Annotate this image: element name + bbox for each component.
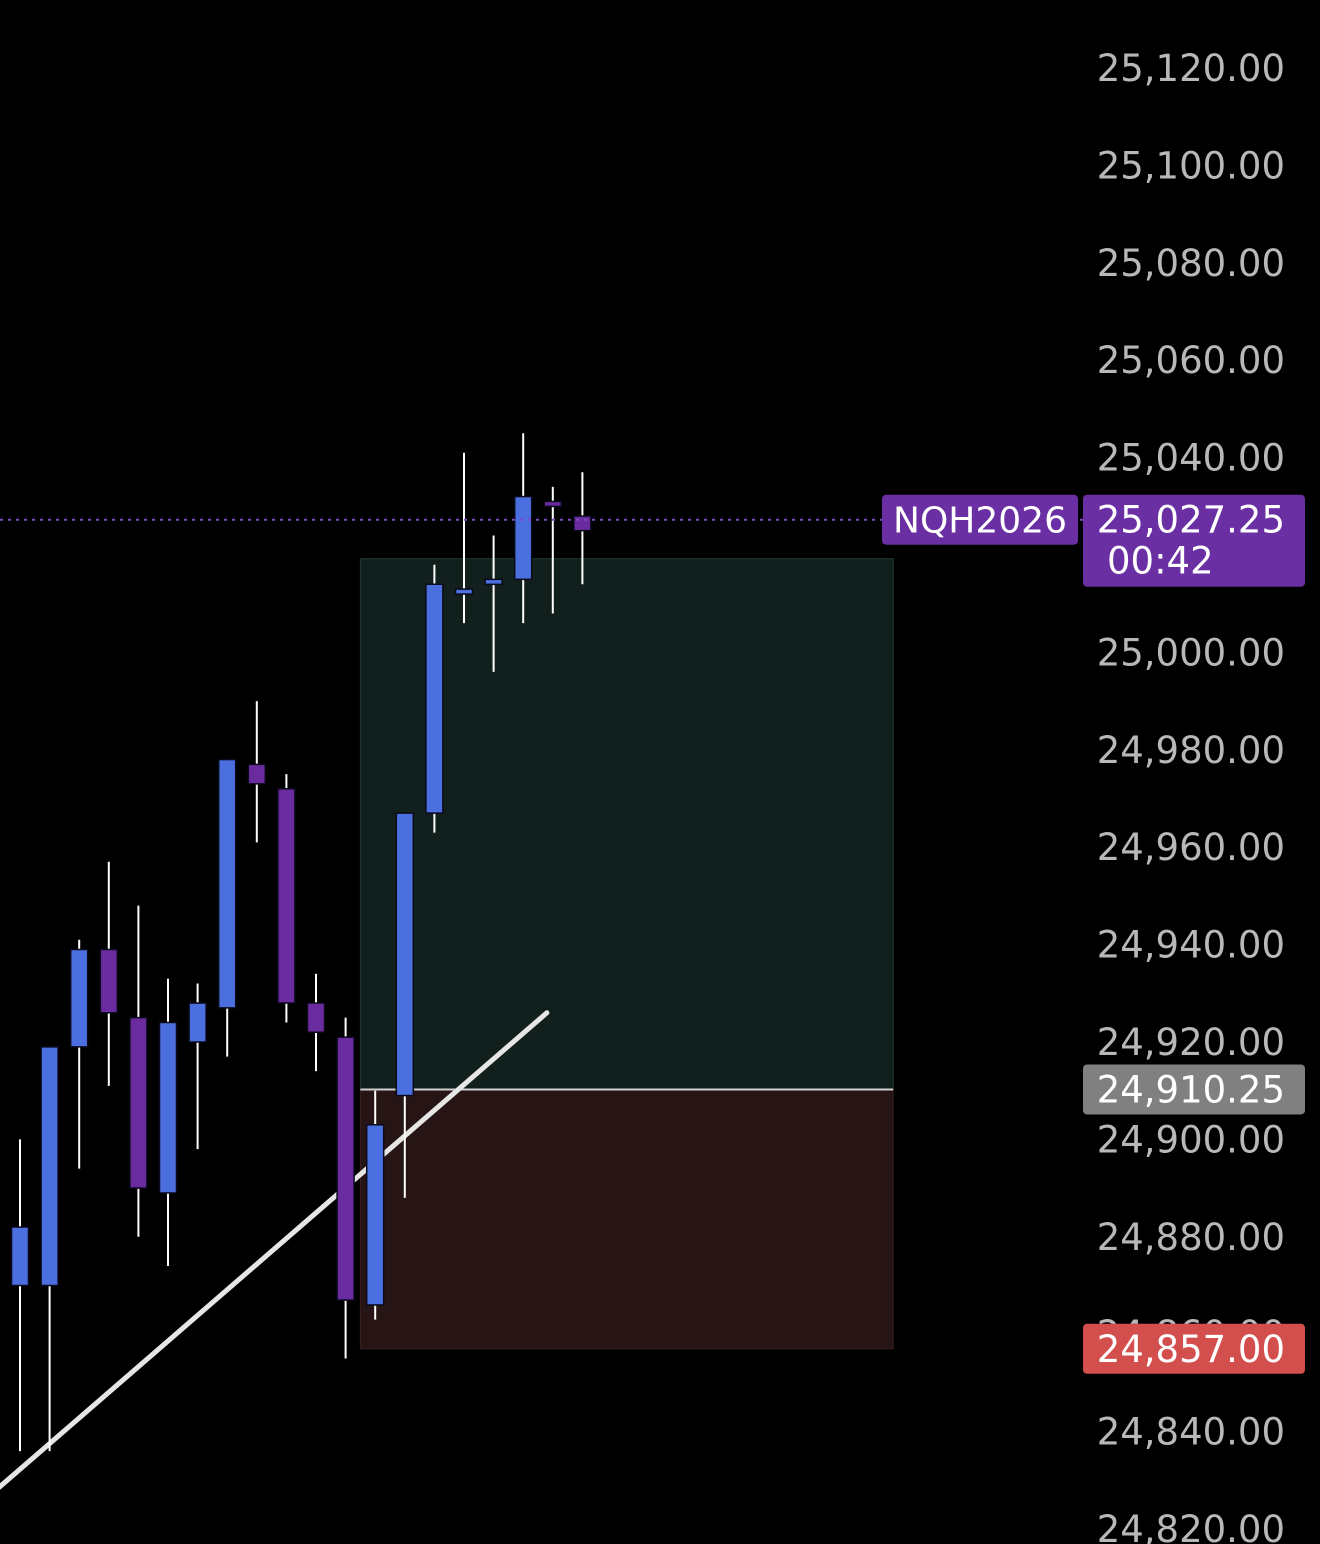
candle-body-down <box>129 1016 148 1189</box>
candle[interactable] <box>188 983 207 1150</box>
price-tick-label: 24,880.00 <box>1097 1216 1285 1259</box>
candle-body-up <box>40 1046 59 1287</box>
candle[interactable] <box>99 861 119 1086</box>
candle[interactable] <box>158 978 178 1267</box>
price-tick-label: 24,820.00 <box>1097 1508 1285 1544</box>
entry-price-label <box>1083 1064 1305 1115</box>
price-tick-label: 25,040.00 <box>1097 437 1285 480</box>
candle-body-down <box>247 763 267 785</box>
candle[interactable] <box>336 1017 355 1359</box>
price-tick-label: 25,060.00 <box>1097 339 1285 382</box>
price-tick-label: 24,960.00 <box>1097 826 1285 869</box>
price-labels: 25,019.2524,910.2524,857.0025,027.2500:4… <box>882 494 1305 1374</box>
candle-body-up <box>513 495 533 581</box>
position-zones[interactable] <box>359 558 894 1350</box>
price-tick-label: 24,920.00 <box>1097 1021 1285 1064</box>
candle[interactable] <box>69 939 89 1169</box>
price-tick-label: 24,980.00 <box>1097 729 1285 772</box>
candle[interactable] <box>40 1046 59 1452</box>
candle-body-up <box>365 1124 385 1306</box>
candle-body-down <box>306 1002 326 1034</box>
candle[interactable] <box>217 758 237 1057</box>
candle[interactable] <box>484 535 503 672</box>
price-tick-label: 25,100.00 <box>1097 144 1285 187</box>
stop-price-label <box>1083 1323 1305 1374</box>
trendline-layer[interactable] <box>0 1010 550 1495</box>
candle-body-up <box>10 1226 30 1287</box>
last-price-label <box>1083 494 1305 587</box>
loss-zone[interactable] <box>359 1088 894 1350</box>
candle-body-up <box>69 948 89 1048</box>
candle-body-down <box>99 948 119 1014</box>
stop-price-text: 24,857.00 <box>1097 1328 1285 1371</box>
price-tick-label: 25,000.00 <box>1097 631 1285 674</box>
price-tick-label: 25,080.00 <box>1097 242 1285 285</box>
candle[interactable] <box>129 905 148 1237</box>
price-tick-label: 24,900.00 <box>1097 1118 1285 1161</box>
candle[interactable] <box>365 1090 385 1320</box>
candle-body-up <box>158 1021 178 1194</box>
price-tick-label: 24,940.00 <box>1097 924 1285 967</box>
candle[interactable] <box>10 1139 30 1452</box>
trendline[interactable] <box>0 1010 550 1495</box>
candle[interactable] <box>543 486 563 614</box>
price-tick-label: 24,840.00 <box>1097 1411 1285 1454</box>
candle-body-up <box>188 1002 207 1043</box>
candle[interactable] <box>247 701 267 843</box>
candle[interactable] <box>513 433 533 624</box>
candle-body-down <box>336 1036 355 1301</box>
entry-price-text: 24,910.25 <box>1097 1068 1285 1111</box>
candle[interactable] <box>277 774 296 1023</box>
candle-body-up <box>395 812 415 1097</box>
symbol-tag-text: NQH2026 <box>893 501 1067 542</box>
candle-body-down <box>277 788 296 1004</box>
symbol-tag <box>882 494 1078 545</box>
candle[interactable] <box>395 812 415 1198</box>
candle-body-up <box>425 583 444 814</box>
countdown-text: 00:42 <box>1107 540 1214 583</box>
candle-body-up <box>484 578 503 586</box>
candle-body-down <box>573 515 592 532</box>
last-price-text: 25,027.25 <box>1097 499 1285 542</box>
candle[interactable] <box>454 452 474 624</box>
candle[interactable] <box>306 973 326 1072</box>
candle-body-down <box>543 500 563 508</box>
profit-zone[interactable] <box>359 558 894 1090</box>
candle-body-up <box>217 758 237 1009</box>
candle-body-up <box>454 588 474 595</box>
candles-layer[interactable] <box>10 433 592 1452</box>
candle[interactable] <box>425 564 444 833</box>
price-tick-label: 25,120.00 <box>1097 47 1285 90</box>
